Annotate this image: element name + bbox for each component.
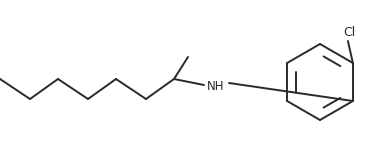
Text: Cl: Cl <box>343 26 355 39</box>
Text: NH: NH <box>207 80 225 93</box>
